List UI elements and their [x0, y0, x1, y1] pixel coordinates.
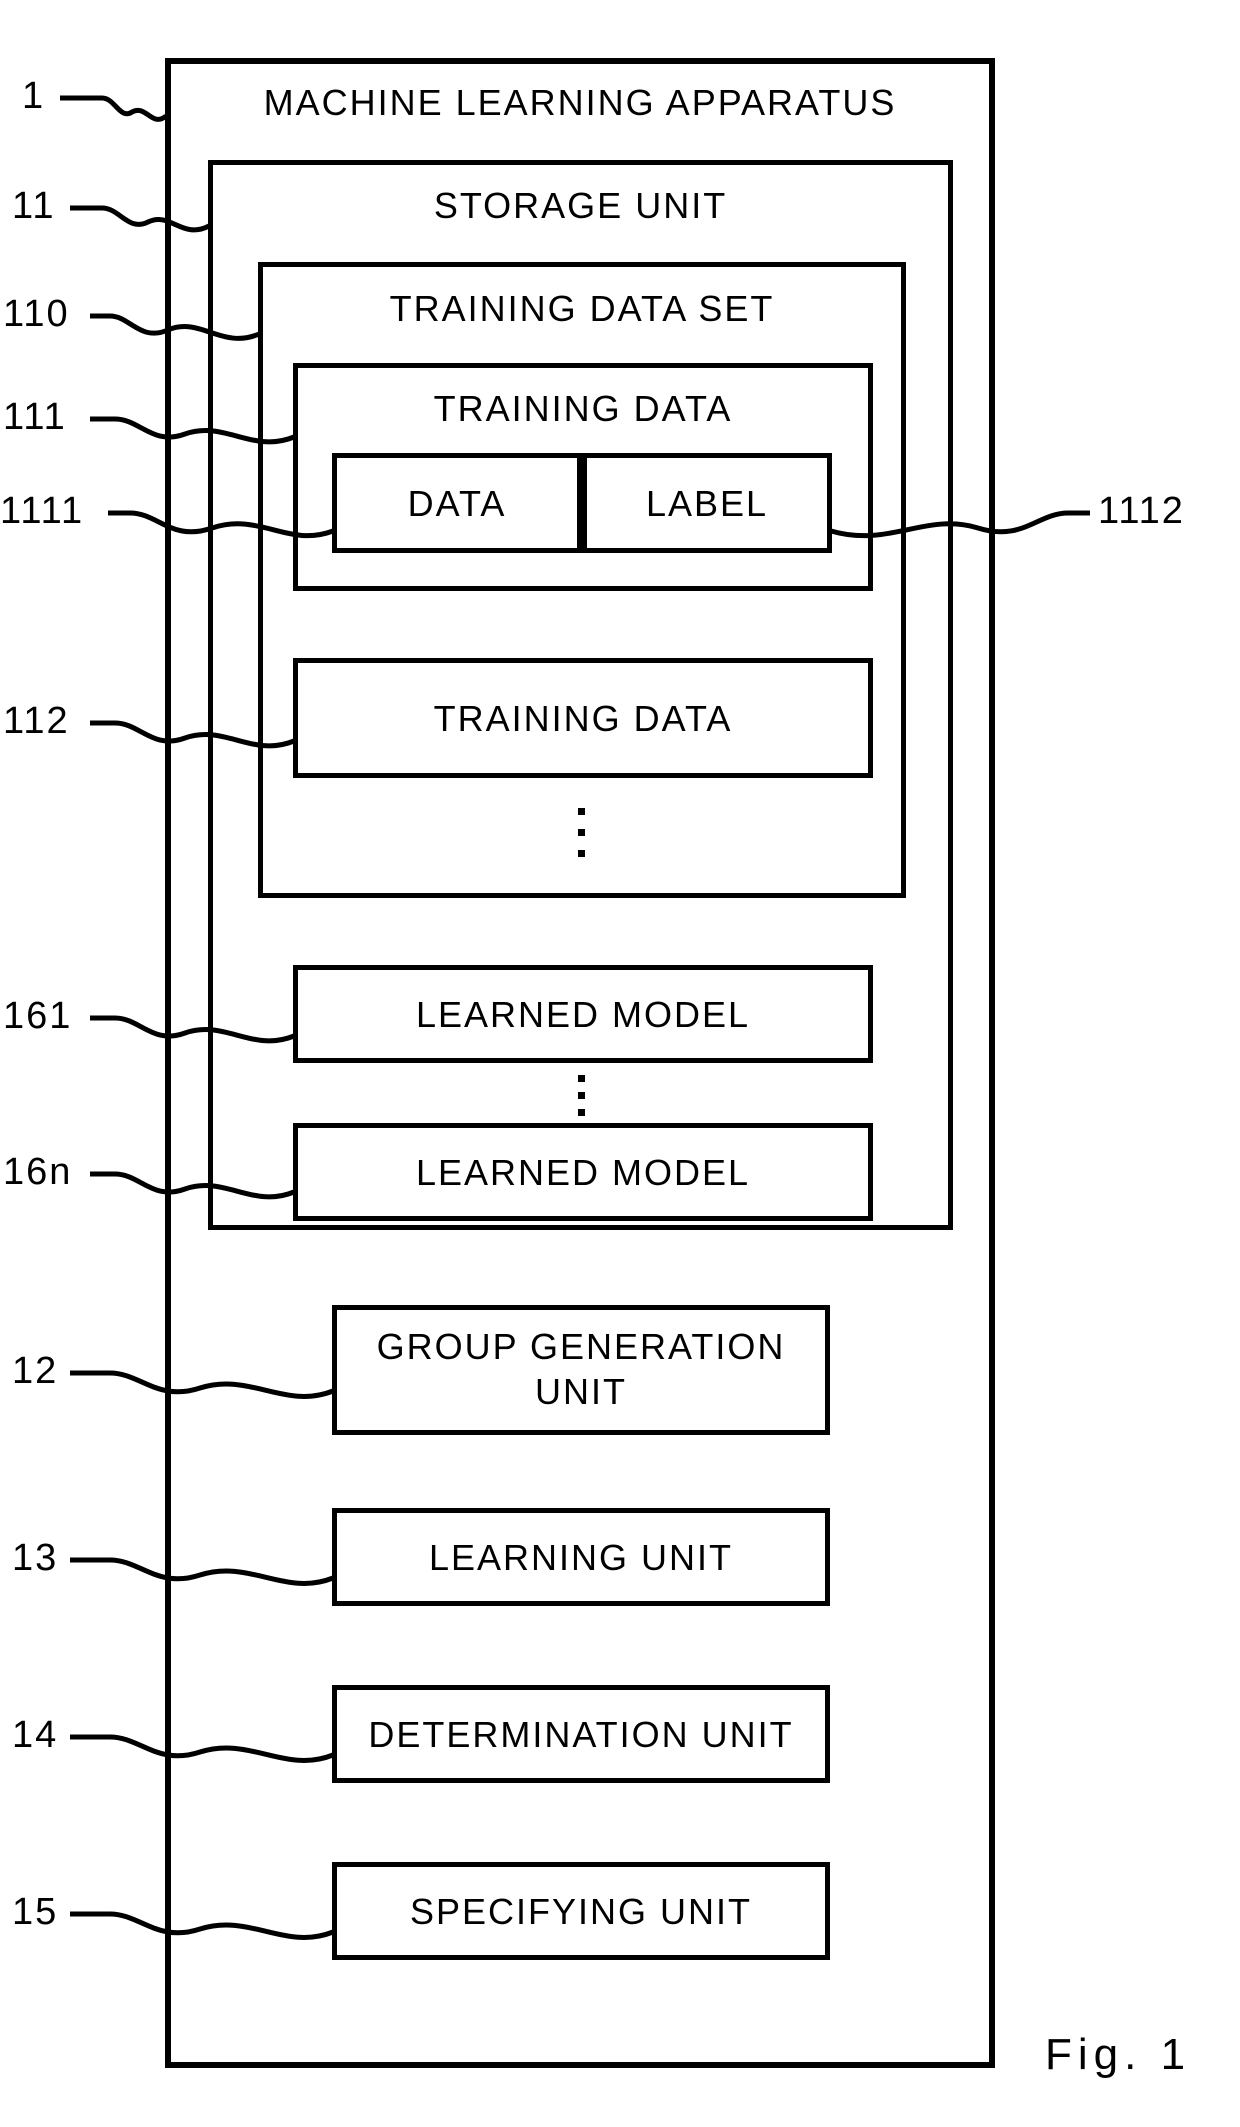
ref-15: 15	[12, 1891, 58, 1934]
ref-14: 14	[12, 1714, 58, 1757]
group-title: GROUP GENERATION UNIT	[332, 1324, 830, 1414]
dataset-title: TRAINING DATA SET	[258, 288, 906, 330]
ref-13: 13	[12, 1537, 58, 1580]
label-title: LABEL	[582, 483, 832, 525]
storage-title: STORAGE UNIT	[208, 185, 953, 227]
ref-112: 112	[3, 700, 70, 743]
ellipsis-training	[578, 808, 585, 857]
modeln-title: LEARNED MODEL	[293, 1152, 873, 1194]
ref-11: 11	[12, 185, 55, 228]
ref-1111: 1111	[0, 490, 84, 533]
ref-111: 111	[3, 396, 67, 439]
ref-110: 110	[3, 293, 70, 336]
ref-16n: 16n	[3, 1151, 72, 1194]
determ-title: DETERMINATION UNIT	[332, 1714, 830, 1756]
ref-1112: 1112	[1098, 490, 1185, 533]
ref-1: 1	[22, 75, 45, 118]
specify-title: SPECIFYING UNIT	[332, 1891, 830, 1933]
model1-title: LEARNED MODEL	[293, 994, 873, 1036]
learning-title: LEARNING UNIT	[332, 1537, 830, 1579]
data-title: DATA	[332, 483, 582, 525]
ellipsis-models	[578, 1075, 585, 1116]
ref-12: 12	[12, 1350, 58, 1393]
apparatus-title: MACHINE LEARNING APPARATUS	[165, 82, 995, 124]
ref-161: 161	[3, 995, 72, 1038]
training2-title: TRAINING DATA	[293, 698, 873, 740]
training1-title: TRAINING DATA	[293, 388, 873, 430]
figure-caption: Fig. 1	[1045, 2030, 1191, 2080]
